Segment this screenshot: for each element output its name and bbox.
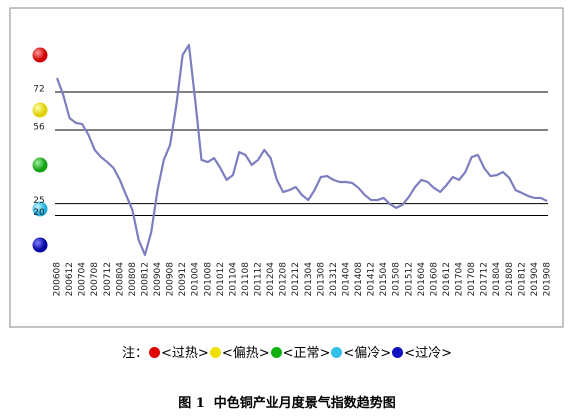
x-tick-label: 201804 (492, 262, 502, 297)
x-tick-label: 201412 (367, 262, 377, 296)
x-tick-label: 201212 (291, 262, 301, 296)
frame (9, 7, 564, 328)
note-label: <正常> (282, 346, 331, 361)
x-tick-label: 201008 (203, 262, 213, 297)
note-label: <过热> (161, 346, 209, 361)
x-tick-label: 201812 (517, 262, 527, 296)
light-green (32, 157, 48, 173)
x-tick-label: 201504 (379, 262, 389, 297)
x-tick-label: 201512 (404, 262, 414, 296)
x-tick-label: 201608 (429, 262, 439, 297)
legend-note: 注： <过热> <偏热> <正常> <偏冷> <过冷> (0, 342, 574, 361)
x-tick-label: 201308 (316, 262, 326, 297)
x-tick-label: 201612 (442, 262, 452, 296)
note-label: <偏热> (221, 346, 270, 361)
x-tick-label: 201204 (266, 262, 276, 297)
y-tick-label: 72 (33, 85, 44, 95)
x-tick-label: 201808 (505, 262, 515, 297)
x-tick-label: 200912 (178, 262, 188, 296)
x-tick-label: 201404 (341, 262, 351, 297)
x-tick-label: 201104 (228, 262, 238, 297)
y-tick-label: 20 (33, 208, 45, 218)
x-tick-label: 201012 (216, 262, 226, 296)
x-tick-label: 201408 (354, 262, 364, 297)
x-tick-label: 200708 (90, 262, 100, 297)
x-tick-label: 201604 (417, 262, 427, 297)
x-tick-label: 200608 (53, 262, 63, 297)
x-tick-label: 200704 (78, 262, 88, 297)
x-tick-label: 201112 (254, 262, 264, 296)
x-tick-label: 201004 (191, 262, 201, 297)
note-dot (270, 347, 282, 358)
x-tick-label: 201708 (467, 262, 477, 297)
x-tick-label: 200712 (103, 262, 113, 296)
y-tick-label: 25 (33, 196, 44, 206)
x-tick-label: 200908 (166, 262, 176, 297)
x-tick-label: 201312 (329, 262, 339, 296)
x-tick-label: 200612 (65, 262, 75, 296)
note-dot (392, 347, 404, 358)
caption: 图 1 中色铜产业月度景气指数趋势图 (178, 396, 396, 411)
note-dot (209, 347, 221, 358)
note-prefix: 注： (122, 346, 149, 361)
light-cyan (32, 201, 48, 217)
x-tick-label: 200808 (128, 262, 138, 297)
x-tick-label: 201904 (530, 262, 540, 297)
x-tick-label: 200804 (115, 262, 125, 297)
note-label: <偏冷> (343, 346, 392, 361)
note-dot (149, 347, 161, 358)
note-dot (331, 347, 343, 358)
x-tick-label: 200904 (153, 262, 163, 297)
x-tick-label: 201704 (455, 262, 465, 297)
light-blue (32, 237, 48, 253)
x-tick-label: 201712 (480, 262, 490, 296)
x-tick-label: 201304 (304, 262, 314, 297)
x-tick-label: 201108 (241, 262, 251, 297)
x-tick-label: 200812 (140, 262, 150, 296)
index-line (55, 43, 548, 257)
y-tick-label: 56 (33, 123, 45, 133)
note-label: <过冷> (404, 346, 452, 361)
light-yellow (32, 102, 48, 118)
x-tick-label: 201508 (392, 262, 402, 297)
light-red (32, 47, 48, 63)
x-tick-label: 201208 (279, 262, 289, 297)
x-tick-label: 201908 (543, 262, 553, 297)
